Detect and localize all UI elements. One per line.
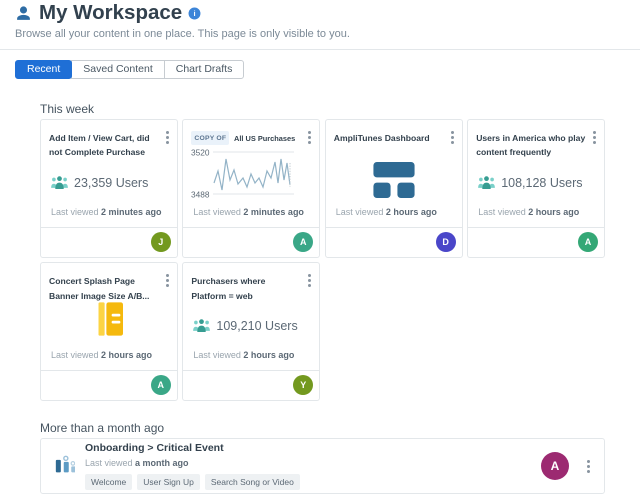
svg-text:3488: 3488 bbox=[191, 189, 210, 198]
svg-text:3520: 3520 bbox=[191, 148, 210, 158]
svg-text:i: i bbox=[194, 8, 196, 17]
